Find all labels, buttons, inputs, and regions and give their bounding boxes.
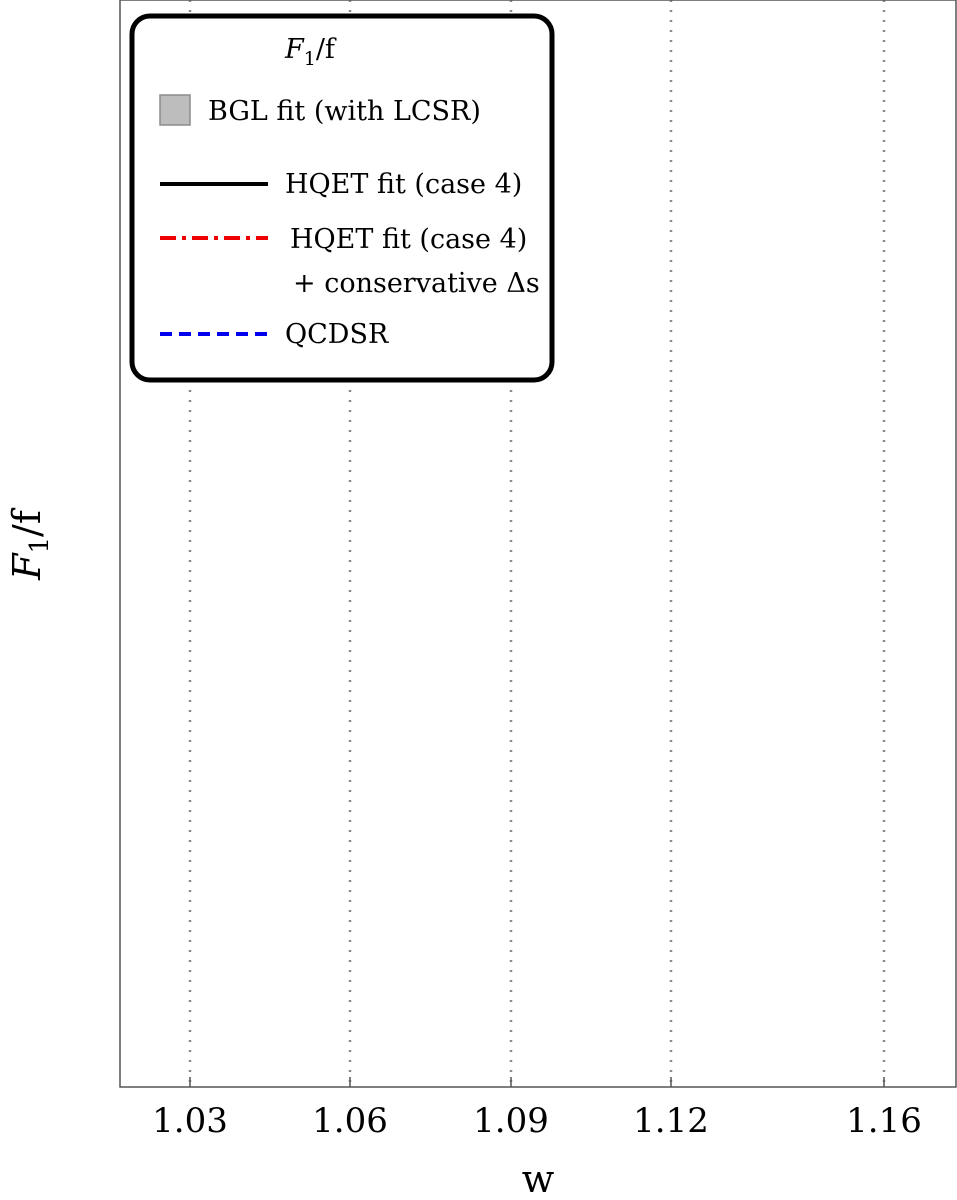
x-tick-label: 1.03 xyxy=(152,1101,228,1141)
legend-label-hqet-cons: HQET fit (case 4) xyxy=(290,224,527,255)
y-axis-title-sub: 1 xyxy=(25,537,55,554)
x-tick-label: 1.06 xyxy=(312,1101,388,1141)
legend-box xyxy=(129,13,555,383)
legend-swatch-bgl xyxy=(159,94,191,126)
legend-label-qcdsr: QCDSR xyxy=(285,319,389,350)
legend: F1/f BGL fit (with LCSR) HQET fit (case … xyxy=(129,13,555,383)
x-tick-label: 1.16 xyxy=(846,1101,922,1141)
legend-title-main: F xyxy=(284,34,305,65)
legend-label-hqet: HQET fit (case 4) xyxy=(285,169,522,200)
plot-frame xyxy=(119,0,957,1088)
legend-title-sub: 1 xyxy=(304,48,316,70)
legend-title-suffix: /f xyxy=(316,34,337,65)
x-tick-label: 1.12 xyxy=(633,1101,709,1141)
y-axis-title-suffix: /f xyxy=(5,507,49,537)
y-axis-title: F1/f xyxy=(5,507,55,581)
y-axis-title-main: F xyxy=(5,552,49,581)
legend-label-hqet-cons-line2: + conservative Δs xyxy=(293,268,540,299)
legend-title: F1/f xyxy=(284,34,337,70)
legend-label-bgl: BGL fit (with LCSR) xyxy=(208,96,481,127)
x-tick-label: 1.09 xyxy=(473,1101,549,1141)
x-axis-ticks: 1.03 1.06 1.09 1.12 1.16 xyxy=(152,1077,922,1141)
x-axis-title: w xyxy=(522,1157,555,1200)
